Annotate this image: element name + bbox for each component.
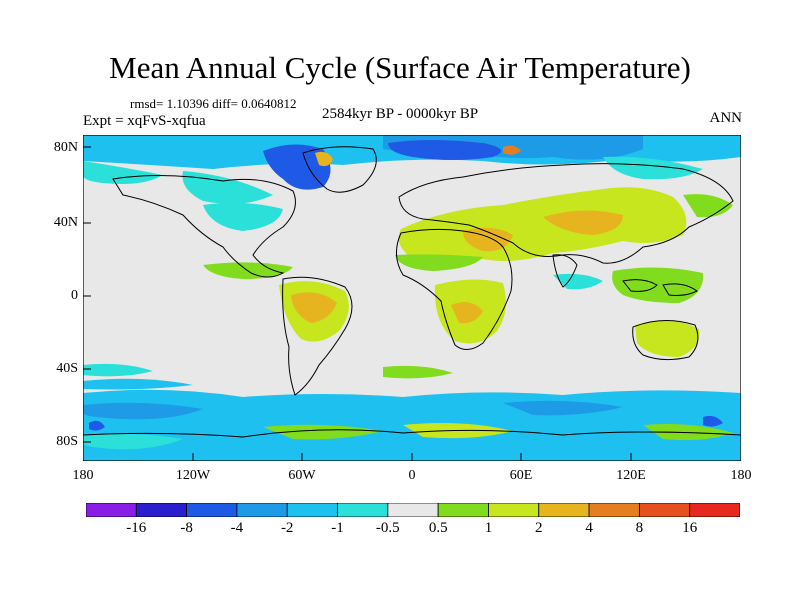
colorbar-label: 2 <box>535 520 543 536</box>
colorbar-label: -4 <box>230 520 244 536</box>
land-anomalies <box>203 187 733 357</box>
colorbar-label: -1 <box>331 520 344 536</box>
colorbar-swatch <box>588 503 640 517</box>
colorbar <box>86 503 740 517</box>
colorbar-label: -0.5 <box>375 520 400 536</box>
colorbar-label: 4 <box>585 520 593 536</box>
temperature-map <box>83 135 741 461</box>
lon-label-180e: 180 <box>730 468 752 483</box>
lat-label-80s: 80S <box>56 434 78 449</box>
ocean-anomalies <box>83 363 453 390</box>
colorbar-swatch <box>488 503 540 517</box>
colorbar-label: -8 <box>180 520 193 536</box>
stats-text: rmsd= 1.10396 diff= 0.0640812 <box>130 96 297 111</box>
colorbar-label: 16 <box>682 520 698 536</box>
colorbar-label: 8 <box>635 520 644 536</box>
experiment-label: Expt = xqFvS-xqfua <box>83 113 206 129</box>
southern-anomalies <box>83 389 741 461</box>
colorbar-swatch <box>437 503 489 517</box>
colorbar-swatch <box>86 503 137 517</box>
lon-label-60w: 60W <box>288 468 316 483</box>
lat-label-0: 0 <box>71 288 78 303</box>
colorbar-label: -16 <box>126 520 147 536</box>
colorbar-swatch <box>135 503 188 517</box>
colorbar-swatch <box>638 503 691 517</box>
colorbar-swatch <box>337 503 389 517</box>
colorbar-swatch <box>689 503 740 517</box>
arctic-anomalies <box>83 135 741 204</box>
lon-label-0: 0 <box>408 468 416 483</box>
axis-ticks <box>83 146 632 461</box>
colorbar-label: 1 <box>484 520 493 536</box>
period-label: 2584kyr BP - 0000kyr BP <box>322 106 479 122</box>
lat-label-80n: 80N <box>53 140 78 155</box>
colorbar-swatch <box>186 503 238 517</box>
lat-label-40n: 40N <box>53 215 78 230</box>
colorbar-swatch <box>236 503 288 517</box>
colorbar-swatch <box>538 503 590 517</box>
lat-label-40s: 40S <box>56 361 78 376</box>
colorbar-swatch <box>286 503 338 517</box>
lon-label-120w: 120W <box>175 468 211 483</box>
chart-title: Mean Annual Cycle (Surface Air Temperatu… <box>109 50 691 85</box>
colorbar-label: -2 <box>280 520 294 536</box>
coastlines <box>83 146 741 438</box>
season-label: ANN <box>709 110 743 126</box>
lon-label-180w: 180 <box>72 468 94 483</box>
colorbar-label: 0.5 <box>428 520 448 536</box>
lon-label-60e: 60E <box>509 468 533 483</box>
lon-label-120e: 120E <box>616 468 646 483</box>
colorbar-swatch <box>387 503 439 517</box>
